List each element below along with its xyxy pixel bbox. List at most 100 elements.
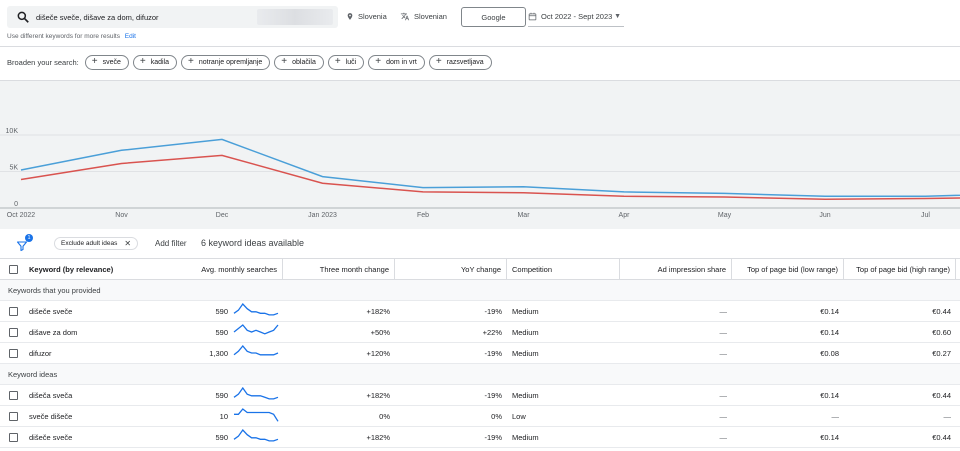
keyword-table: Keyword (by relevance) Avg. monthly sear…	[0, 258, 960, 448]
keyword-cell: dišeča sveča	[29, 390, 73, 400]
location-pin-icon	[347, 13, 353, 20]
broaden-chip[interactable]: + dom in vrt	[368, 54, 425, 70]
col-header-keyword[interactable]: Keyword (by relevance)	[29, 264, 114, 274]
x-tick-label: Jan 2023	[308, 212, 337, 219]
table-row[interactable]: dišeča sveča 590 +182% -19% Medium — €0.14 €0.4…	[0, 385, 960, 406]
yoy-cell: 0%	[491, 411, 502, 421]
sparkline-path	[233, 345, 279, 356]
broaden-search-bar: Broaden your search: + sveče + kadila + not…	[7, 54, 496, 70]
table-row[interactable]: dišeče sveče 590 +182% -19% Medium — €0.14 €0.4…	[0, 427, 960, 448]
keyword-cell: dišave za dom	[29, 327, 78, 337]
three-month-cell: +182%	[366, 306, 390, 316]
three-month-cell: +50%	[370, 327, 390, 337]
language-selector[interactable]: Slovenian	[400, 12, 447, 21]
search-hint: Use different keywords for more results …	[7, 33, 136, 40]
filter-count-badge: 1	[25, 234, 33, 242]
keyword-cell: dišeče sveče	[29, 306, 73, 316]
yoy-cell: -19%	[484, 348, 502, 358]
date-range-selector[interactable]: Oct 2022 - Sept 2023 ▼	[528, 7, 624, 27]
filter-chip-label: Exclude adult ideas	[61, 240, 118, 247]
series-line	[20, 154, 960, 200]
searches-cell: 590	[215, 432, 228, 442]
table-row[interactable]: sveče dišeče 10 0% 0% Low — — —	[0, 406, 960, 427]
filter-icon[interactable]	[16, 236, 32, 252]
bid-high-cell: €0.44	[932, 306, 951, 316]
trend-sparkline	[233, 429, 279, 442]
row-checkbox[interactable]	[9, 432, 18, 442]
competition-cell: Medium	[512, 390, 539, 400]
group-label: Keyword ideas	[8, 369, 58, 379]
keyword-search-box[interactable]: dišeče sveče, dišave za dom, difuzor	[7, 6, 338, 28]
searches-cell: 590	[215, 306, 228, 316]
keyword-cell: difuzor	[29, 348, 52, 358]
filter-bar: 1 Exclude adult ideas ✕ Add filter 6 key…	[0, 230, 960, 258]
col-header-bid-high[interactable]: Top of page bid (high range)	[844, 259, 956, 279]
series-line	[20, 138, 960, 198]
col-header-impression-share[interactable]: Ad impression share	[620, 259, 732, 279]
search-network-label: Google	[481, 12, 506, 22]
search-query[interactable]: dišeče sveče, dišave za dom, difuzor	[36, 12, 159, 22]
plus-icon: +	[188, 56, 194, 67]
row-checkbox[interactable]	[9, 348, 18, 358]
row-checkbox-cell	[0, 406, 24, 426]
sparkline-path	[233, 387, 279, 400]
table-group-header: Keywords that you provided	[0, 280, 960, 301]
date-range-label: Oct 2022 - Sept 2023	[541, 12, 613, 21]
trend-sparkline	[233, 324, 279, 335]
broaden-chip[interactable]: + notranje opremljanje	[181, 54, 271, 70]
col-header-searches[interactable]: Avg. monthly searches	[195, 259, 283, 279]
add-filter-button[interactable]: Add filter	[155, 239, 187, 248]
col-header-three-month[interactable]: Three month change	[283, 259, 395, 279]
plus-icon: +	[139, 56, 146, 67]
competition-cell: Medium	[512, 348, 539, 358]
table-row[interactable]: dišeče sveče 590 +182% -19% Medium — €0.14 €0.4…	[0, 301, 960, 322]
x-tick-label: Feb	[417, 212, 429, 219]
search-volume-chart-svg: 0 5K 10K Oct 2022 Nov Dec Jan 2023 Feb Mar Apr May…	[0, 128, 960, 219]
row-checkbox[interactable]	[9, 390, 18, 400]
broaden-chip[interactable]: + kadila	[132, 54, 177, 70]
chip-label: kadila	[150, 58, 169, 66]
exclude-adult-filter-chip[interactable]: Exclude adult ideas ✕	[54, 237, 139, 250]
table-row[interactable]: difuzor 1,300 +120% -19% Medium — €0.08 €0.27	[0, 343, 960, 364]
broaden-label: Broaden your search:	[7, 57, 79, 67]
col-header-bid-low[interactable]: Top of page bid (low range)	[732, 259, 844, 279]
table-row[interactable]: dišave za dom 590 +50% +22% Medium — €0.14 €0.6…	[0, 322, 960, 343]
bid-high-cell: —	[943, 411, 952, 421]
yoy-cell: +22%	[482, 327, 502, 337]
search-network-selector[interactable]: Google	[461, 7, 526, 27]
broaden-chip[interactable]: + razsvetljava	[428, 54, 492, 70]
redacted-area	[257, 9, 333, 25]
select-all-checkbox[interactable]	[9, 264, 18, 274]
broaden-chip[interactable]: + sveče	[84, 54, 129, 70]
chip-label: sveče	[102, 58, 121, 66]
plus-icon: +	[435, 56, 442, 67]
close-icon[interactable]: ✕	[124, 239, 132, 248]
row-checkbox[interactable]	[9, 411, 18, 421]
yoy-cell: -19%	[484, 306, 502, 316]
x-tick-label: Oct 2022	[7, 212, 36, 219]
sparkline-path	[233, 303, 279, 316]
keyword-cell: dišeče sveče	[29, 432, 73, 442]
bid-low-cell: —	[831, 411, 840, 421]
table-group-header: Keyword ideas	[0, 364, 960, 385]
impression-cell: —	[719, 306, 728, 316]
keyword-cell: sveče dišeče	[29, 411, 73, 421]
impression-cell: —	[719, 390, 728, 400]
row-checkbox-cell	[0, 343, 24, 363]
row-checkbox[interactable]	[9, 306, 18, 316]
col-header-competition[interactable]: Competition	[507, 259, 620, 279]
broaden-chip[interactable]: + luči	[327, 54, 365, 70]
sparkline-path	[233, 429, 279, 442]
x-tick-label: Apr	[619, 212, 631, 219]
searches-cell: 1,300	[209, 348, 228, 358]
bid-high-cell: €0.27	[932, 348, 951, 358]
broaden-chip[interactable]: + oblačila	[274, 54, 324, 70]
edit-keywords-link[interactable]: Edit	[124, 33, 136, 40]
row-checkbox[interactable]	[9, 327, 18, 337]
location-selector[interactable]: Slovenia	[346, 12, 387, 21]
divider	[0, 46, 960, 47]
translate-icon	[400, 12, 410, 21]
col-header-yoy[interactable]: YoY change	[395, 259, 507, 279]
top-bar: dišeče sveče, dišave za dom, difuzor Slo…	[0, 0, 960, 46]
chip-label: notranje opremljanje	[198, 58, 263, 66]
